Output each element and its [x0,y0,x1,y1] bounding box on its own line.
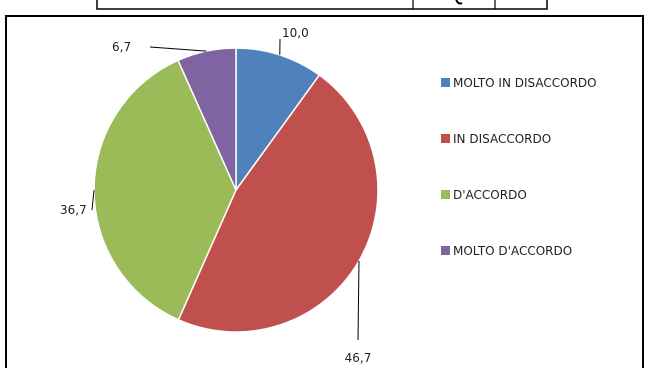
legend-label-in-disaccordo: IN DISACCORDO [453,132,551,146]
slice-in-disaccordo [177,74,379,333]
legend-label-molto-in-disaccordo: MOLTO IN DISACCORDO [453,76,597,90]
data-label-in-disaccordo: 46,7 [345,351,372,365]
top-table-fragment [96,0,548,10]
data-label-d-accordo: 36,7 [60,203,87,217]
legend-swatch-in-disaccordo [441,134,450,143]
leader-line-d-accordo [91,190,95,211]
legend-label-molto-d-accordo: MOLTO D'ACCORDO [453,244,572,258]
leader-line-in-disaccordo [357,260,360,341]
slice-molto-in-disaccordo [235,47,321,193]
data-labels: 10,0 46,7 36,7 6,7 [60,26,371,365]
legend: MOLTO IN DISACCORDO IN DISACCORDO D'ACCORD… [441,76,597,258]
legend-swatch-molto-d-accordo [441,246,450,255]
data-label-molto-d-accordo: 6,7 [112,40,131,54]
leader-lines [91,38,360,341]
legend-swatch-molto-in-disaccordo [441,78,450,87]
legend-swatch-d-accordo [441,190,450,199]
leader-line-molto-d-accordo [149,46,207,52]
pie-slices [93,47,379,333]
data-label-molto-in-disaccordo: 10,0 [282,26,309,40]
legend-label-d-accordo: D'ACCORDO [453,188,527,202]
